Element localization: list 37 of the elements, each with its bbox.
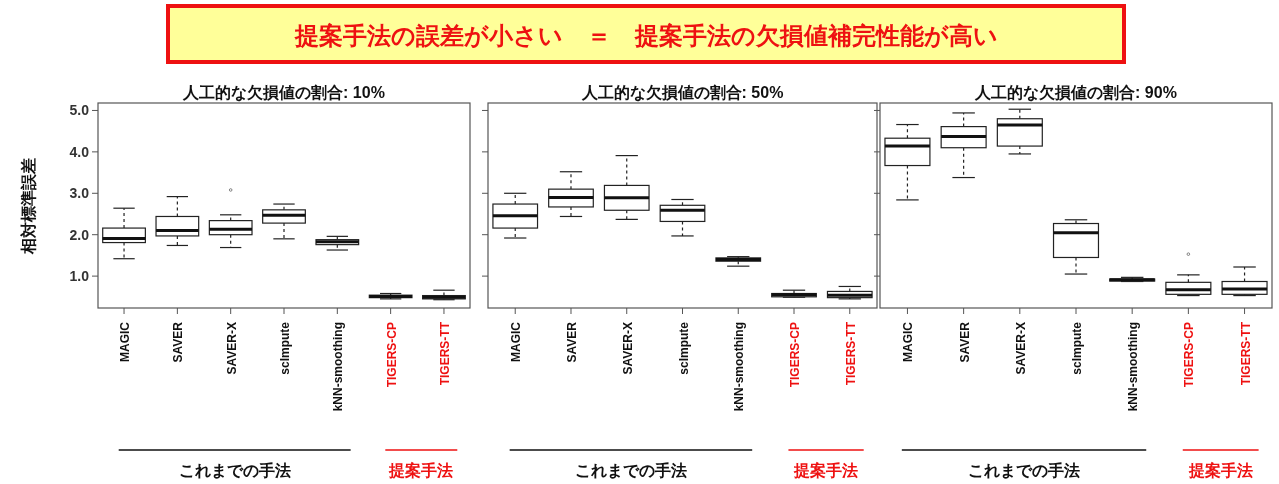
y-tick-label: 3.0 (69, 185, 90, 202)
text: 提案手法 (793, 461, 859, 479)
x-tick-label: TIGERS-TT (843, 321, 858, 386)
x-tick-label: MAGIC (509, 321, 524, 362)
y-tick-label: 4.0 (69, 143, 90, 160)
x-tick-label: SAVER-X (224, 322, 239, 375)
x-tick-label: SAVER (957, 321, 972, 363)
y-tick-label: 1.0 (69, 268, 90, 285)
x-tick-label: kNN-smoothing (331, 322, 346, 412)
chart-title: 人工的な欠損値の割合: 10% (182, 84, 385, 102)
chart-title: 人工的な欠損値の割合: 50% (580, 84, 784, 102)
y-axis-title: 相対標準誤差 (19, 157, 37, 255)
x-tick-label: SAVER-X (620, 322, 635, 375)
x-tick-label: scImpute (676, 321, 691, 375)
x-tick-label: SAVER-X (1013, 322, 1028, 375)
x-tick-label: SAVER (171, 321, 186, 363)
banner: 提案手法の誤差が小さい ＝ 提案手法の欠損値補完性能が高い (166, 4, 1126, 64)
x-tick-label: scImpute (278, 321, 292, 375)
x-tick-label: MAGIC (901, 321, 916, 362)
x-tick-label: TIGERS-CP (1182, 322, 1197, 388)
x-tick-label: MAGIC (118, 321, 133, 362)
x-tick-label: scImpute (1070, 321, 1084, 375)
x-tick-label: TIGERS-CP (788, 322, 803, 388)
x-tick-label: TIGERS-TT (437, 321, 452, 386)
text: これまでの手法 (968, 462, 1081, 479)
text: 提案手法 (388, 461, 454, 479)
text: これまでの手法 (574, 462, 687, 479)
x-tick-label: SAVER (564, 321, 579, 363)
y-tick-label: 2.0 (69, 226, 90, 243)
x-tick-label: kNN-smoothing (732, 322, 747, 412)
text: これまでの手法 (178, 462, 291, 479)
x-tick-label: TIGERS-TT (1238, 321, 1253, 386)
x-tick-label: kNN-smoothing (1126, 322, 1141, 412)
x-tick-label: TIGERS-CP (384, 322, 399, 388)
chart-title: 人工的な欠損値の割合: 90% (974, 84, 1177, 102)
y-tick-label: 5.0 (69, 102, 90, 119)
text: 提案手法 (1187, 461, 1253, 479)
